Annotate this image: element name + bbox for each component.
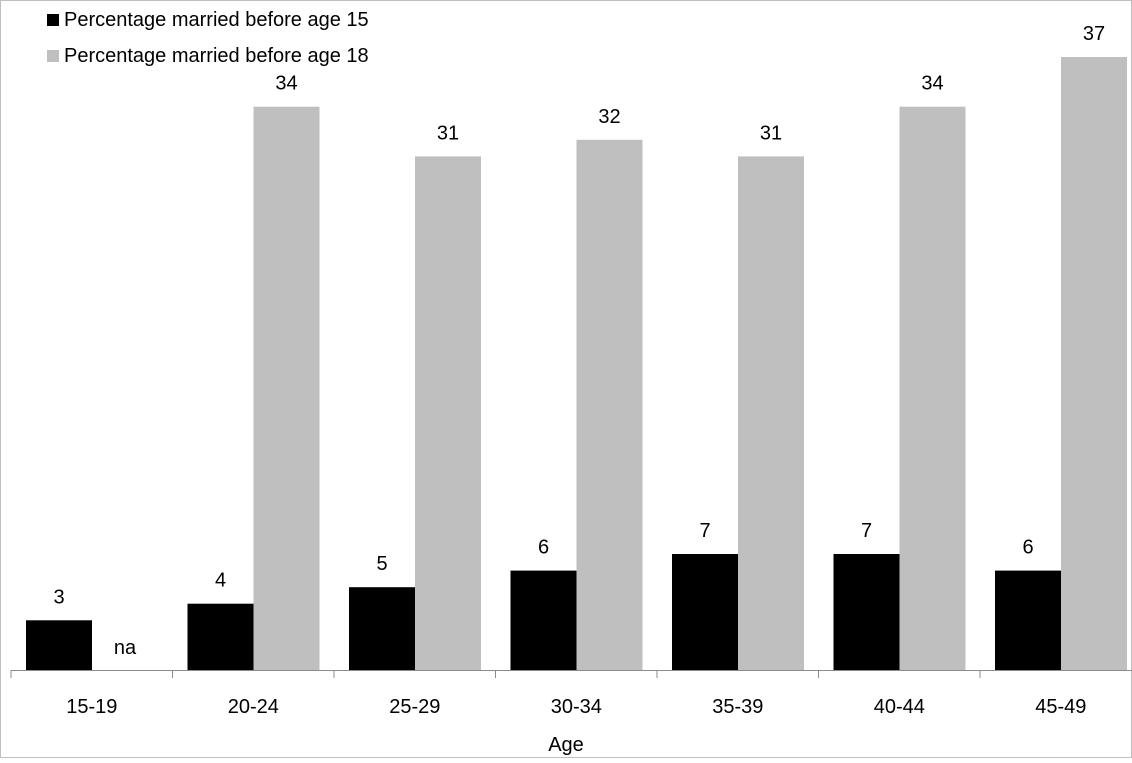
legend-swatch-series-2: [47, 50, 59, 62]
bar-series-1-35-39: [672, 554, 738, 670]
data-label-series-1-25-29: 5: [376, 553, 387, 575]
bar-series-2-40-44: [899, 106, 966, 670]
x-tick-label-20-24: 20-24: [228, 696, 279, 718]
x-tick-label-40-44: 40-44: [874, 696, 925, 718]
bar-series-1-20-24: [187, 603, 254, 670]
x-tick-label-30-34: 30-34: [551, 696, 602, 718]
data-label-series-1-15-19: 3: [53, 586, 64, 608]
data-label-series-2-35-39: 31: [760, 122, 782, 144]
bar-series-2-45-49: [1061, 57, 1127, 670]
data-label-series-2-15-19: na: [114, 637, 137, 659]
bar-series-2-30-34: [576, 139, 643, 671]
bar-series-1-30-34: [510, 570, 577, 670]
bar-series-2-20-24: [253, 106, 320, 670]
data-label-series-1-40-44: 7: [861, 520, 872, 542]
x-tick-label-15-19: 15-19: [66, 696, 117, 718]
data-label-series-2-45-49: 37: [1083, 23, 1105, 45]
legend-label-series-1: Percentage married before age 15: [64, 9, 369, 31]
bar-series-2-25-29: [415, 156, 481, 670]
bar-series-1-45-49: [995, 570, 1061, 670]
bar-series-1-25-29: [349, 587, 415, 670]
x-tick-label-45-49: 45-49: [1035, 696, 1086, 718]
bar-series-2-35-39: [738, 156, 804, 670]
x-tick-label-35-39: 35-39: [712, 696, 763, 718]
data-label-series-2-25-29: 31: [437, 122, 459, 144]
legend-label-series-2: Percentage married before age 18: [64, 45, 369, 67]
x-tick-label-25-29: 25-29: [389, 696, 440, 718]
x-axis-title: Age: [548, 734, 584, 756]
legend-swatch-series-1: [47, 14, 59, 26]
bar-series-1-15-19: [26, 620, 92, 670]
x-axis: 15-19 20-24 25-29 30-34 35-39 40-44 45-49 Age: [10, 670, 1132, 756]
legend: Percentage married before age 15 Percenta…: [47, 9, 369, 67]
data-label-series-2-30-34: 32: [598, 106, 620, 128]
data-label-series-1-45-49: 6: [1022, 537, 1033, 559]
data-label-series-1-30-34: 6: [538, 537, 549, 559]
x-axis-ticks: [10, 670, 981, 678]
data-label-series-1-20-24: 4: [215, 570, 226, 592]
bars-layer: [26, 57, 1127, 671]
data-label-series-2-40-44: 34: [921, 73, 943, 95]
data-label-series-1-35-39: 7: [699, 520, 710, 542]
data-label-series-2-20-24: 34: [275, 73, 297, 95]
x-axis-tick-labels: 15-19 20-24 25-29 30-34 35-39 40-44 45-49: [66, 696, 1086, 718]
bar-series-1-40-44: [833, 554, 900, 670]
